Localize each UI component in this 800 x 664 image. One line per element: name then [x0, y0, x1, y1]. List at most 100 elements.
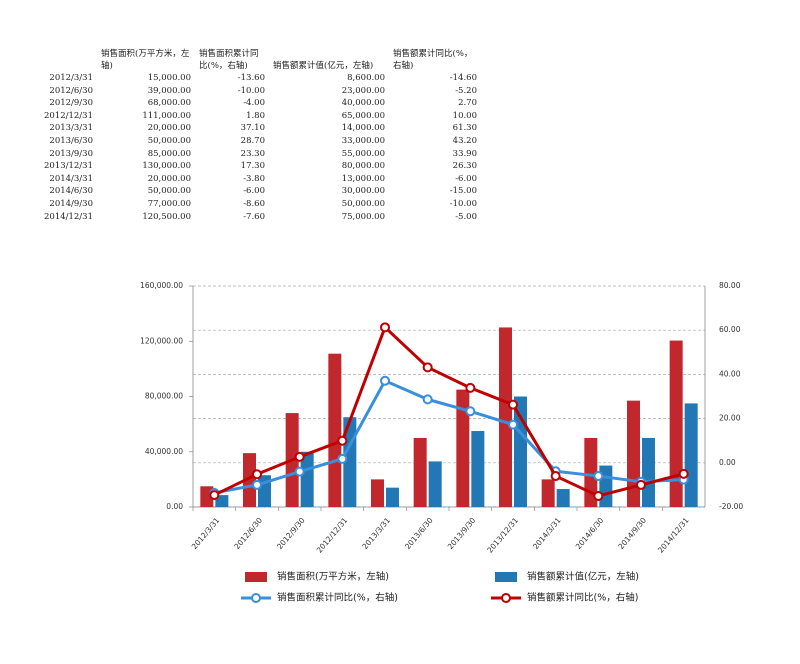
table-cell: 23.30 [240, 148, 265, 159]
x-tick-label: 2014/12/31 [656, 516, 691, 555]
table-cell: 17.30 [240, 161, 265, 172]
bar [471, 431, 485, 507]
x-tick-label: 2012/12/31 [315, 516, 350, 555]
bar [428, 461, 442, 507]
legend-label: 销售面积累计同比(%，右轴) [277, 592, 398, 604]
table-cell: 10.00 [452, 110, 477, 121]
table-cell: 2.70 [458, 98, 477, 109]
table-row: 2014/6/30 50,000.00 -6.00 30,000.00 -15.00 [40, 185, 481, 198]
line-marker [294, 451, 305, 462]
table-cell: 2013/12/31 [44, 161, 93, 172]
table-cell: 2014/3/31 [49, 173, 93, 184]
table-cell: 85,000.00 [147, 148, 191, 159]
table-cell: 80,000.00 [341, 161, 385, 172]
table-cell: -7.60 [243, 211, 265, 222]
bar [669, 340, 683, 507]
table-cell: 2012/12/31 [44, 110, 93, 121]
table-row: 2014/12/31 120,500.00 -7.60 75,000.00 -5.00 [40, 211, 481, 224]
table-row: 2012/3/31 15,000.00 -13.60 8,600.00 -14.60 [40, 72, 481, 85]
table-row: 2013/12/31 130,000.00 17.30 80,000.00 26.30 [40, 160, 481, 173]
legend-swatch [251, 593, 261, 603]
line-marker [380, 375, 390, 386]
table-cell: 15,000.00 [147, 73, 191, 83]
line-marker [508, 419, 518, 430]
x-tick-label: 2013/6/30 [403, 516, 435, 551]
table-cell: 28.70 [240, 135, 265, 146]
bar [328, 353, 342, 507]
x-tick-label: 2012/3/31 [190, 516, 222, 551]
line-marker [550, 471, 561, 482]
table-cell: 23,000.00 [341, 85, 385, 96]
table-cell: 68,000.00 [147, 98, 191, 109]
bar [413, 437, 427, 507]
y-tick-label: 160,000.00 [140, 281, 183, 290]
table-cell: -10.00 [449, 198, 477, 209]
table-row: 2012/9/30 68,000.00 -4.00 40,000.00 2.70 [40, 97, 481, 110]
table-cell: -10.00 [237, 85, 265, 96]
table-cell: 75,000.00 [341, 211, 385, 222]
table-cell: 2013/9/30 [49, 148, 93, 159]
table-cell: 30,000.00 [341, 186, 385, 197]
table-cell: 39,000.00 [147, 85, 191, 96]
table-cell: -6.00 [243, 186, 265, 197]
line-marker [422, 362, 433, 373]
line-marker [294, 466, 305, 477]
table-cell: 2012/9/30 [49, 98, 93, 109]
line-marker [508, 399, 518, 410]
x-tick-label: 2012/6/30 [232, 516, 264, 551]
line-marker [636, 479, 646, 490]
legend-swatch [245, 572, 267, 582]
line-marker [465, 406, 476, 417]
table-header: 销售面积(万平方米，左轴) 销售面积累计同比(%，右轴) 销售额累计值(亿元，左轴)… [40, 48, 481, 72]
table-cell: 2013/6/30 [49, 135, 93, 146]
bar [599, 465, 613, 507]
line-marker [337, 453, 348, 464]
table-cell: 33.90 [452, 148, 477, 159]
table-cell: 111,000.00 [142, 110, 191, 121]
table-row: 2014/9/30 77,000.00 -8.60 50,000.00 -10.00 [40, 198, 481, 211]
line-marker [209, 490, 220, 501]
y2-tick-label: 0.00 [719, 458, 736, 467]
header-cell: 销售面积(万平方米，左轴) [101, 49, 190, 71]
table-cell: 43.20 [452, 135, 477, 146]
x-tick-label: 2013/12/31 [485, 516, 520, 555]
table-cell: -15.00 [449, 186, 477, 197]
legend-label: 销售额累计值(亿元，左轴) [527, 571, 639, 583]
bar [556, 489, 570, 507]
bar [215, 495, 229, 507]
table-cell: -13.60 [237, 73, 265, 83]
legend-swatch [495, 572, 517, 582]
table-cell: 20,000.00 [147, 123, 191, 134]
line-marker [593, 471, 604, 482]
line [214, 379, 684, 495]
table-cell: 50,000.00 [147, 186, 191, 197]
y-tick-label: 40,000.00 [145, 447, 183, 456]
bar [684, 403, 698, 507]
table-cell: -8.60 [243, 198, 265, 209]
table-cell: 2012/3/31 [49, 73, 93, 83]
x-tick-label: 2014/9/30 [616, 516, 648, 551]
table-cell: 2014/9/30 [49, 198, 93, 209]
line-marker [337, 435, 348, 446]
bar [386, 487, 399, 507]
y2-tick-label: -20.00 [719, 502, 743, 511]
line-marker [465, 382, 476, 393]
y-tick-label: 80,000.00 [145, 392, 183, 401]
table-cell: 2013/3/31 [49, 123, 93, 134]
y-tick-label: 120,000.00 [140, 336, 183, 345]
y2-tick-label: 80.00 [719, 281, 741, 290]
table-cell: 65,000.00 [341, 110, 385, 121]
header-cell: 销售额累计同比(%，右轴) [393, 49, 473, 71]
table-cell: 40,000.00 [341, 98, 385, 109]
y2-tick-label: 20.00 [719, 414, 741, 423]
table-cell: -14.60 [449, 73, 477, 83]
table-cell: 2014/12/31 [44, 211, 93, 222]
header-cell: 销售额累计值(亿元，左轴) [273, 61, 374, 71]
table-cell: 120,500.00 [142, 211, 191, 222]
table-cell: 2012/6/30 [49, 85, 93, 96]
legend-swatch [501, 593, 511, 603]
table-cell: 26.30 [452, 161, 477, 172]
bar [243, 453, 256, 507]
